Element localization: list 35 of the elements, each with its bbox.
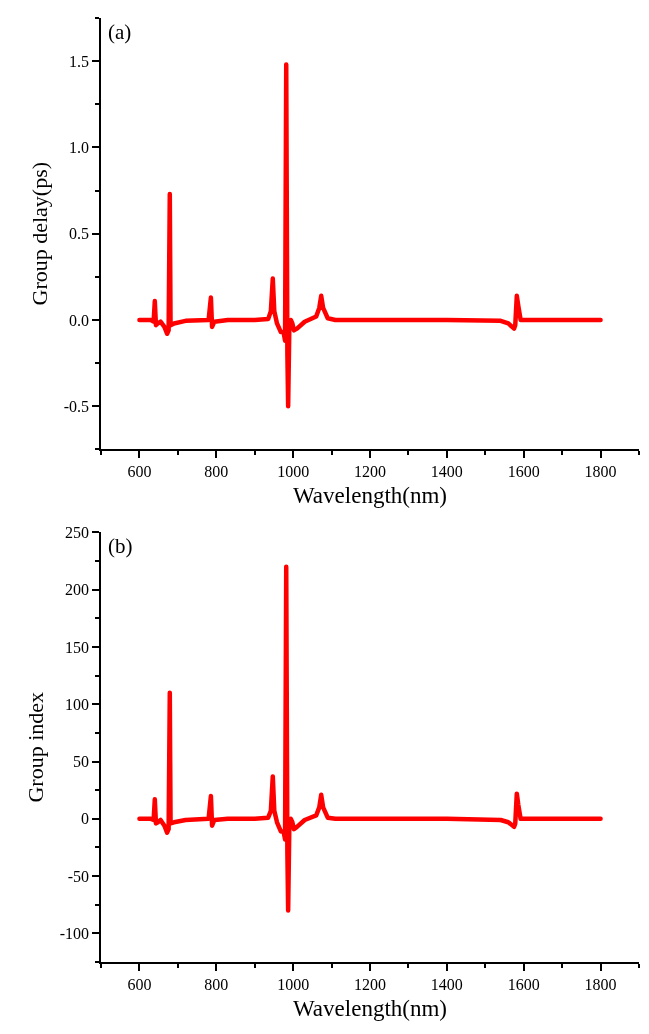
y-tick-label: -0.5 [63,397,90,415]
y-tick-label: 150 [65,638,90,656]
x-axis-title: Wavelength(nm) [293,483,447,509]
y-tick-label: -50 [67,867,90,885]
x-tick-label: 1800 [584,463,617,481]
line-series [137,62,603,409]
y-tick-label: 250 [65,524,90,542]
x-tick-label: 800 [204,463,229,481]
x-tick-label: 600 [127,975,152,993]
x-tick-label: 1600 [507,975,540,993]
y-tick-label: 100 [65,695,90,713]
annotation: (b) [108,534,133,558]
x-tick-label: 1800 [584,975,617,993]
y-tick-label: 0.0 [69,311,90,329]
x-tick-label: 1600 [507,463,540,481]
x-tick-label: 800 [204,975,229,993]
y-tick-label: -100 [59,924,90,942]
y-tick-label: 1.0 [69,139,90,157]
line-series [137,564,603,913]
y-tick-label: 0.5 [69,225,90,243]
y-tick-label: 200 [65,581,90,599]
x-tick-label: 1000 [277,463,310,481]
y-tick-label: 1.5 [69,52,90,70]
x-tick-label: 1000 [277,975,310,993]
x-tick-label: 1400 [430,463,463,481]
y-tick-label: 0 [81,810,90,828]
x-tick-label: 600 [127,463,152,481]
x-axis-title: Wavelength(nm) [293,996,447,1022]
annotation: (a) [108,20,132,44]
y-tick-label: 50 [73,753,90,771]
x-tick-label: 1400 [430,975,463,993]
x-tick-label: 1200 [354,463,386,481]
y-axis-title: Group index [23,691,49,803]
y-axis-title: Group delay(ps) [27,161,53,306]
x-tick-label: 1200 [354,975,386,993]
